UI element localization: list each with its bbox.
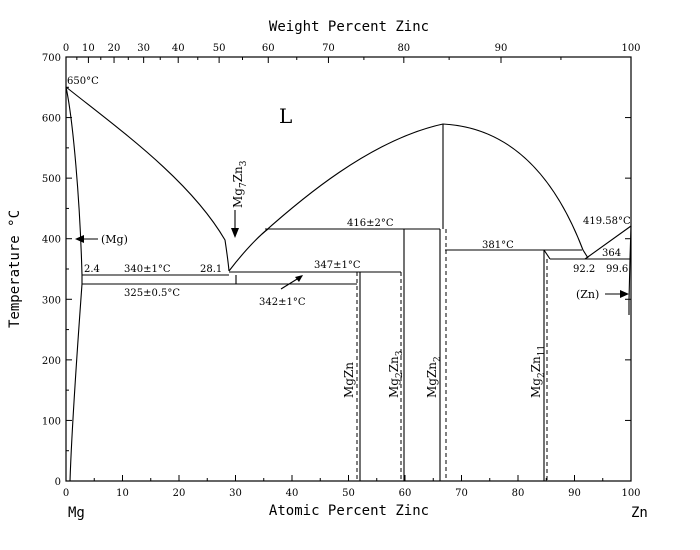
phase-boundaries <box>65 86 632 482</box>
bottom-axis-ticks: 0 10 20 30 40 50 60 70 80 90 100 <box>63 475 641 499</box>
left-tick-label: 400 <box>42 235 61 246</box>
label-99-6: 99.6 <box>606 264 628 275</box>
label-28-1: 28.1 <box>200 264 222 275</box>
left-tick-label: 200 <box>42 356 61 367</box>
label-419: 419.58°C <box>583 216 631 227</box>
left-tick-label: 0 <box>55 477 61 488</box>
top-tick-label: 50 <box>213 43 226 54</box>
top-tick-label: 30 <box>137 43 150 54</box>
bottom-tick-label: 0 <box>63 488 69 499</box>
top-tick-label: 60 <box>262 43 275 54</box>
label-364: 364 <box>602 248 621 259</box>
label-342: 342±1°C <box>259 297 306 308</box>
left-tick-label: 500 <box>42 174 61 185</box>
left-tick-label: 300 <box>42 295 61 306</box>
label-325: 325±0.5°C <box>124 288 180 299</box>
bottom-tick-label: 60 <box>399 488 412 499</box>
compound-label-mg2zn3: Mg2Zn3 <box>387 350 405 398</box>
top-tick-label: 100 <box>621 43 640 54</box>
left-axis-ticks: 0 100 200 300 400 500 600 700 <box>42 53 631 488</box>
top-tick-label: 40 <box>172 43 185 54</box>
bottom-tick-label: 90 <box>568 488 581 499</box>
mg2zn11-cap <box>543 249 551 260</box>
left-tick-label: 600 <box>42 114 61 125</box>
label-347: 347±1°C <box>314 260 361 271</box>
top-tick-label: 80 <box>397 43 410 54</box>
compound-label-mg2zn11: Mg2Zn11 <box>529 345 547 398</box>
liquid-phase-label: L <box>279 104 292 128</box>
bottom-axis-title: Atomic Percent Zinc <box>269 503 429 519</box>
compound-labels: Mg7Zn3 MgZn Mg2Zn3 MgZn2 Mg2Zn11 <box>231 160 547 398</box>
bottom-tick-label: 100 <box>621 488 640 499</box>
element-label-mg: Mg <box>68 505 85 521</box>
label-340: 340±1°C <box>124 264 171 275</box>
bottom-tick-label: 10 <box>116 488 129 499</box>
mg-solvus <box>65 86 83 482</box>
top-tick-label: 90 <box>495 43 508 54</box>
bottom-tick-label: 40 <box>286 488 299 499</box>
label-2-4: 2.4 <box>84 264 100 275</box>
left-tick-label: 700 <box>42 53 61 64</box>
label-zn-phase: (Zn) <box>576 288 599 301</box>
top-tick-label: 20 <box>108 43 121 54</box>
top-tick-label: 0 <box>63 43 69 54</box>
top-axis-ticks: 0 10 20 30 40 50 60 70 80 90 100 <box>63 43 641 63</box>
zn-solvus <box>628 225 632 315</box>
label-650: 650°C <box>67 76 99 87</box>
top-axis-title: Weight Percent Zinc <box>269 19 429 35</box>
label-416: 416±2°C <box>347 218 394 229</box>
liquidus-zn-side <box>584 225 632 260</box>
top-tick-label: 70 <box>322 43 335 54</box>
left-tick-label: 100 <box>42 416 61 427</box>
bottom-tick-label: 50 <box>342 488 355 499</box>
element-label-zn: Zn <box>631 505 648 521</box>
label-381: 381°C <box>482 240 514 251</box>
bottom-tick-label: 70 <box>455 488 468 499</box>
label-92-2: 92.2 <box>573 264 595 275</box>
liquidus-mg-side <box>65 86 230 272</box>
y-axis-title: Temperature °C <box>7 210 23 328</box>
compound-label-mg7zn3: Mg7Zn3 <box>231 160 249 208</box>
liquidus-peak <box>261 123 589 259</box>
compound-label-mgzn2: MgZn2 <box>425 356 443 398</box>
annotations: 650°C 416±2°C 381°C 419.58°C 347±1°C 340… <box>67 76 631 308</box>
bottom-tick-label: 20 <box>173 488 186 499</box>
bottom-tick-label: 30 <box>229 488 242 499</box>
bottom-tick-label: 80 <box>512 488 525 499</box>
compound-label-mgzn: MgZn <box>342 362 356 398</box>
annotation-arrows <box>75 210 629 298</box>
label-mg-phase: (Mg) <box>101 233 128 246</box>
top-tick-label: 10 <box>82 43 95 54</box>
